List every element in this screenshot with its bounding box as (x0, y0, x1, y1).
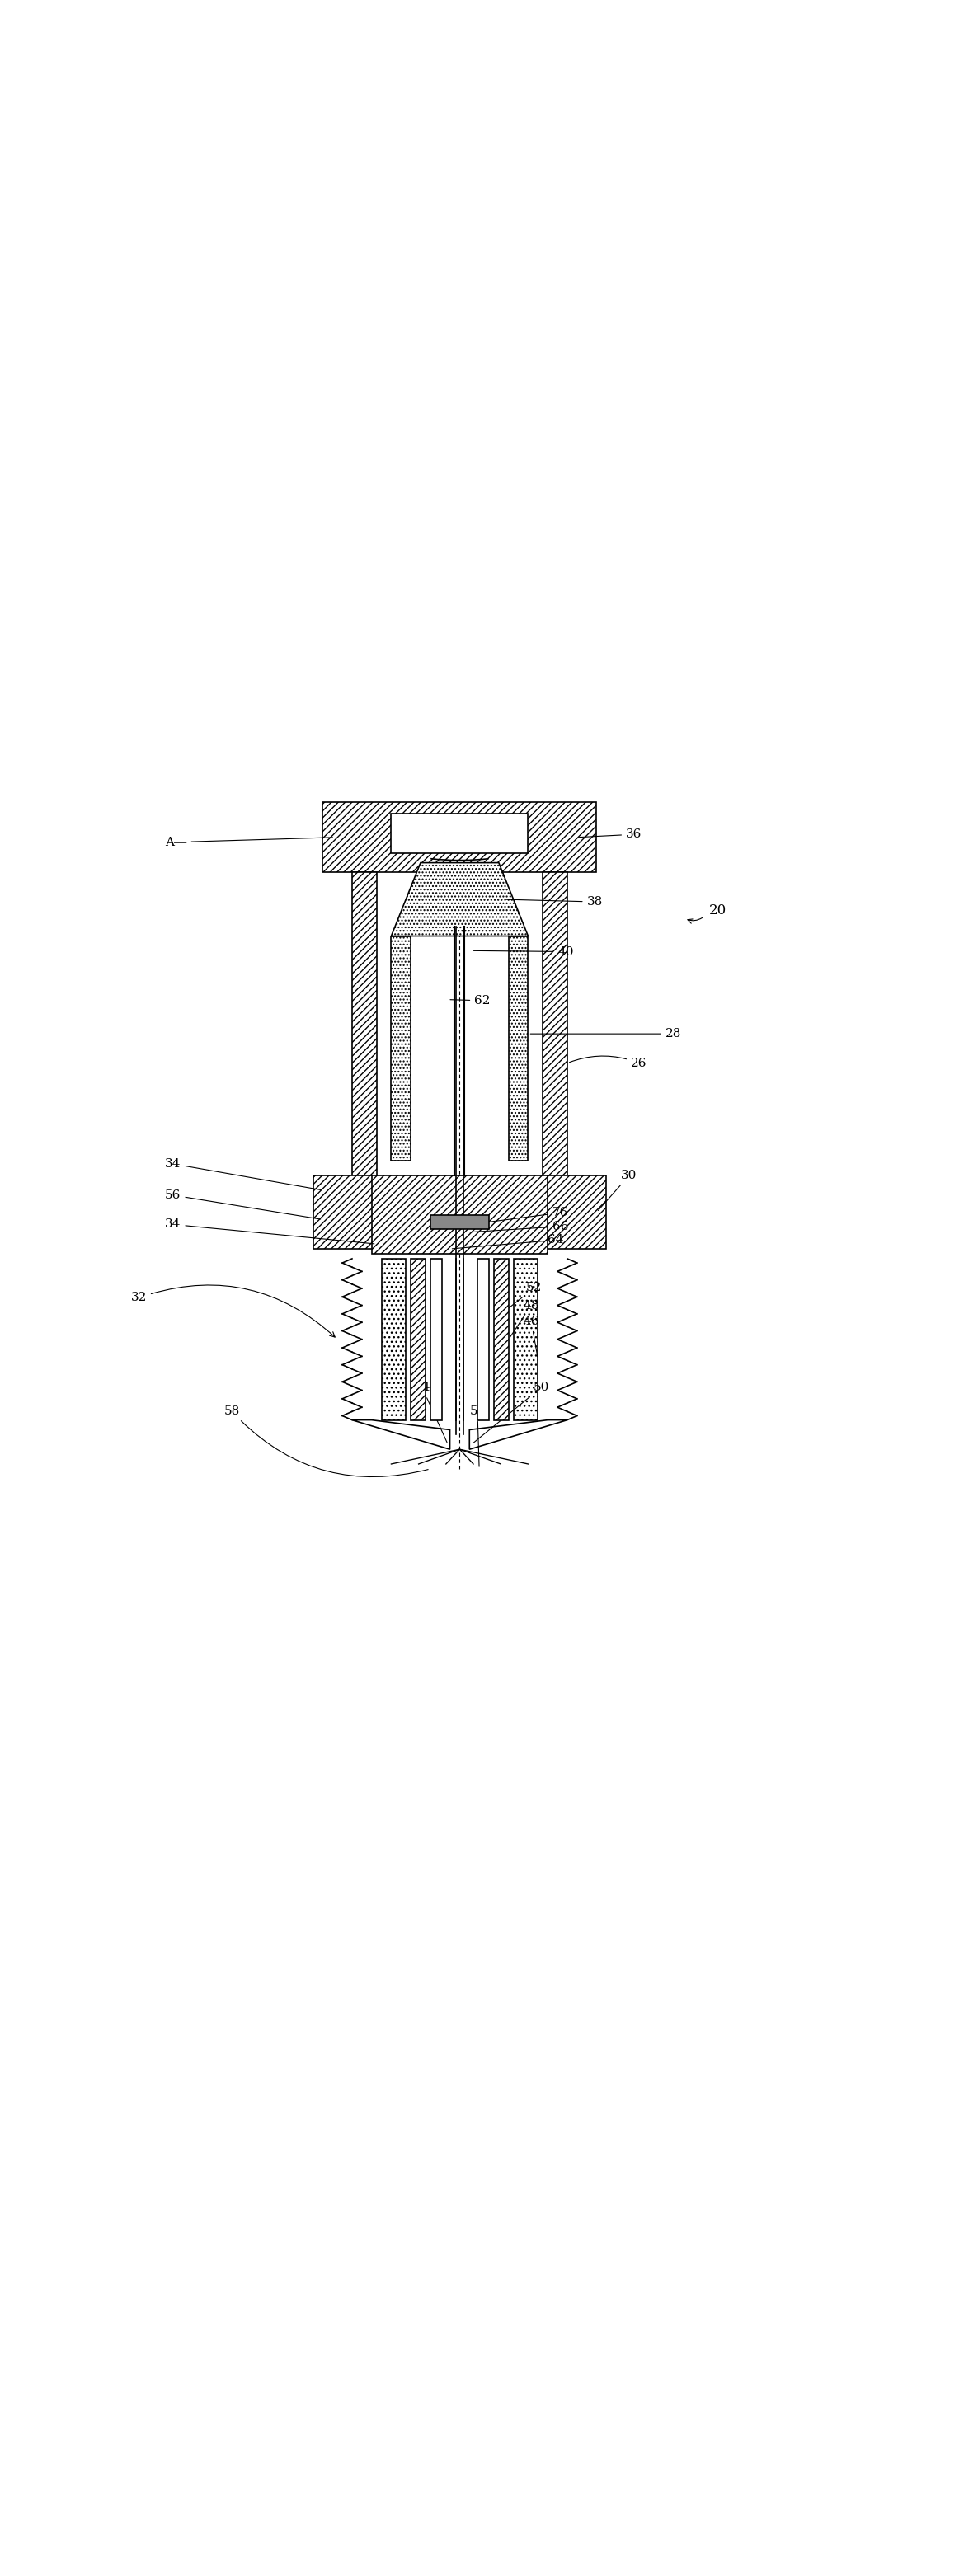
Bar (509, 935, 528, 1162)
Text: 30: 30 (599, 1170, 637, 1211)
Text: A―: A― (165, 837, 333, 848)
Text: 66: 66 (469, 1221, 568, 1231)
Bar (494, 1260, 509, 1419)
Text: 44: 44 (415, 1381, 447, 1443)
Text: 58: 58 (224, 1406, 428, 1476)
Text: 48: 48 (510, 1301, 539, 1337)
Polygon shape (352, 1419, 450, 1450)
Text: 34: 34 (165, 1159, 321, 1190)
Bar (391, 935, 411, 1162)
Bar (477, 1260, 489, 1419)
Text: 32: 32 (131, 1285, 335, 1337)
Bar (430, 1216, 489, 1229)
Bar (411, 1260, 425, 1419)
Text: 52: 52 (496, 1283, 542, 1319)
Polygon shape (391, 863, 528, 935)
Text: 50: 50 (473, 1381, 549, 1443)
Text: 28: 28 (530, 1028, 681, 1041)
Text: 36: 36 (579, 829, 642, 840)
Text: 64: 64 (452, 1234, 563, 1249)
Polygon shape (469, 1419, 567, 1450)
Text: 76: 76 (471, 1208, 568, 1224)
Text: 38: 38 (506, 896, 602, 907)
Bar (543, 873, 567, 1175)
Text: 46: 46 (523, 1316, 539, 1358)
Text: 54: 54 (469, 1406, 485, 1466)
Text: 34: 34 (165, 1218, 375, 1244)
Bar (513, 1260, 538, 1419)
Text: 62: 62 (450, 994, 490, 1007)
Text: 40: 40 (473, 945, 573, 958)
Bar (391, 814, 528, 853)
Text: 56: 56 (165, 1190, 321, 1218)
Bar (381, 1260, 406, 1419)
Bar (323, 801, 597, 873)
Bar (372, 1175, 548, 1255)
Text: 26: 26 (569, 1056, 646, 1069)
Bar (313, 1175, 606, 1249)
Bar (430, 1260, 442, 1419)
Bar (352, 873, 377, 1175)
Text: 20: 20 (709, 904, 727, 917)
